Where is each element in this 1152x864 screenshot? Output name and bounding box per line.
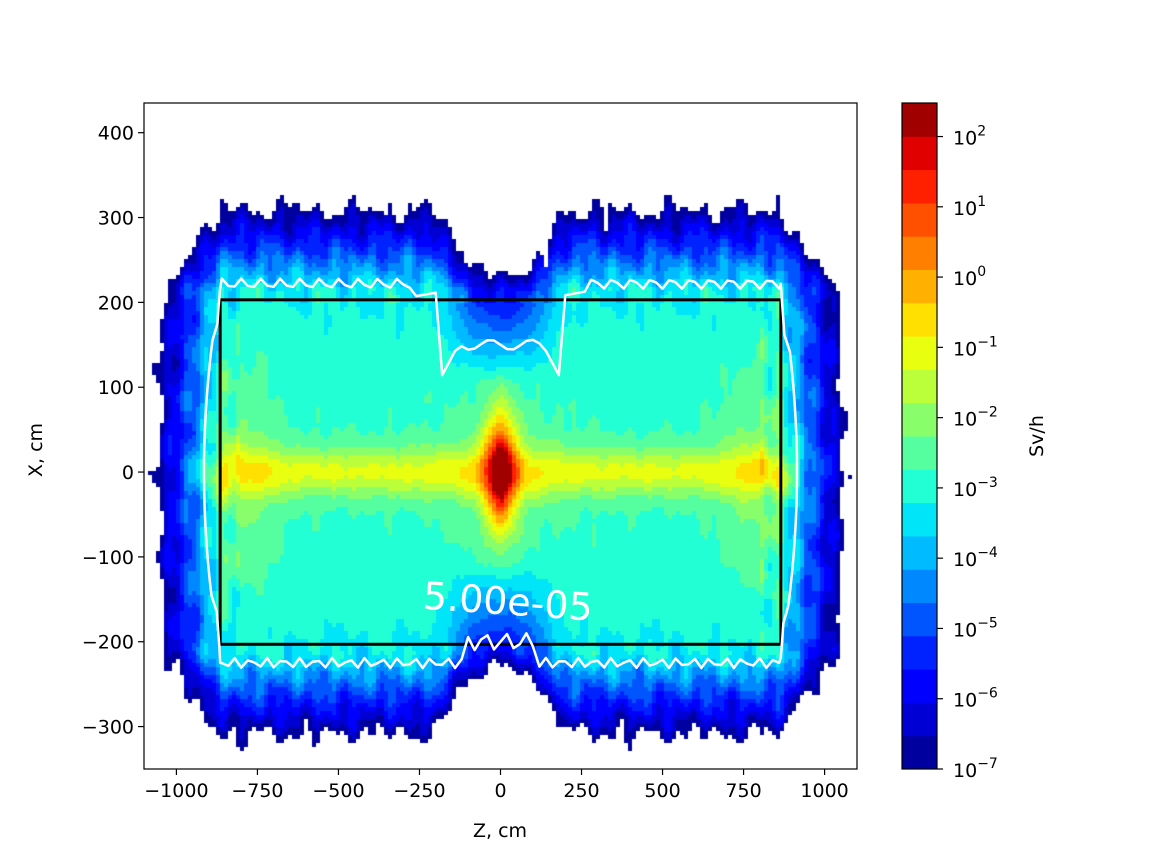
colorbar-ticks: 10−7 10−6 10−5 10−4 10−3 10−2 10−1 100 101 102 — [937, 124, 998, 782]
colorbar-segment — [902, 702, 937, 737]
colorbar-tick-label: 10−7 — [953, 756, 998, 782]
colorbar-segment — [902, 302, 937, 337]
colorbar-segment — [902, 735, 937, 770]
x-tick-label: −250 — [393, 780, 445, 802]
contour-line-5e-05 — [202, 277, 799, 670]
colorbar-segment — [902, 569, 937, 603]
colorbar-segment — [902, 336, 937, 370]
x-tick-label: 1000 — [800, 780, 848, 802]
y-tick-label: −100 — [82, 547, 134, 569]
colorbar-segment — [902, 602, 937, 637]
colorbar-tick-label: 10−4 — [953, 545, 998, 571]
dose-rate-raster — [144, 103, 857, 769]
y-tick-label: 400 — [98, 123, 134, 145]
y-tick-label: 200 — [98, 292, 134, 314]
colorbar-segment — [902, 169, 937, 204]
x-axis: −1000 −750 −500 −250 0 250 500 750 1000 — [144, 769, 849, 802]
colorbar-segment — [902, 269, 937, 304]
y-tick-label: 0 — [122, 462, 134, 484]
x-tick-label: 750 — [725, 780, 761, 802]
colorbar-segment — [902, 436, 937, 470]
colorbar-tick-label: 10−5 — [953, 615, 998, 641]
colorbar-tick-label: 10−1 — [953, 334, 998, 360]
overlay-layer — [202, 277, 799, 670]
colorbar-tick-label: 101 — [953, 194, 986, 220]
geometry-rectangle — [218, 298, 783, 646]
x-tick-label: 0 — [494, 780, 506, 802]
colorbar-tick-label: 100 — [953, 264, 986, 290]
colorbar-label: Sv/h — [1026, 415, 1048, 457]
x-tick-label: 500 — [644, 780, 680, 802]
y-axis: −300 −200 −100 0 100 200 300 400 — [82, 123, 144, 739]
colorbar-segment — [902, 202, 937, 237]
y-tick-label: −200 — [82, 632, 134, 654]
colorbar-segment — [902, 402, 937, 437]
colorbar-segment — [902, 669, 937, 703]
y-axis-label: X, cm — [25, 423, 47, 477]
colorbar — [901, 102, 938, 770]
colorbar-segment — [902, 236, 937, 270]
colorbar-segment — [902, 535, 937, 570]
y-tick-label: 100 — [98, 377, 134, 399]
colorbar-tick-label: 10−2 — [953, 405, 998, 431]
colorbar-segment — [902, 369, 937, 404]
colorbar-segment — [902, 635, 937, 670]
colorbar-segment — [902, 136, 937, 171]
y-tick-label: −300 — [82, 717, 134, 739]
x-tick-label: −750 — [231, 780, 283, 802]
y-tick-label: 300 — [98, 208, 134, 230]
x-axis-label: Z, cm — [473, 820, 527, 842]
colorbar-frame — [901, 102, 938, 770]
colorbar-tick-label: 102 — [953, 124, 986, 150]
colorbar-tick-label: 10−3 — [953, 475, 998, 501]
colorbar-segment — [902, 502, 937, 537]
dose-rate-field — [144, 103, 857, 769]
x-tick-label: −1000 — [144, 780, 208, 802]
colorbar-tick-label: 10−6 — [953, 686, 998, 712]
x-tick-label: 250 — [563, 780, 599, 802]
colorbar-segment — [902, 469, 937, 504]
x-tick-label: −500 — [312, 780, 364, 802]
colorbar-segment — [902, 103, 937, 137]
